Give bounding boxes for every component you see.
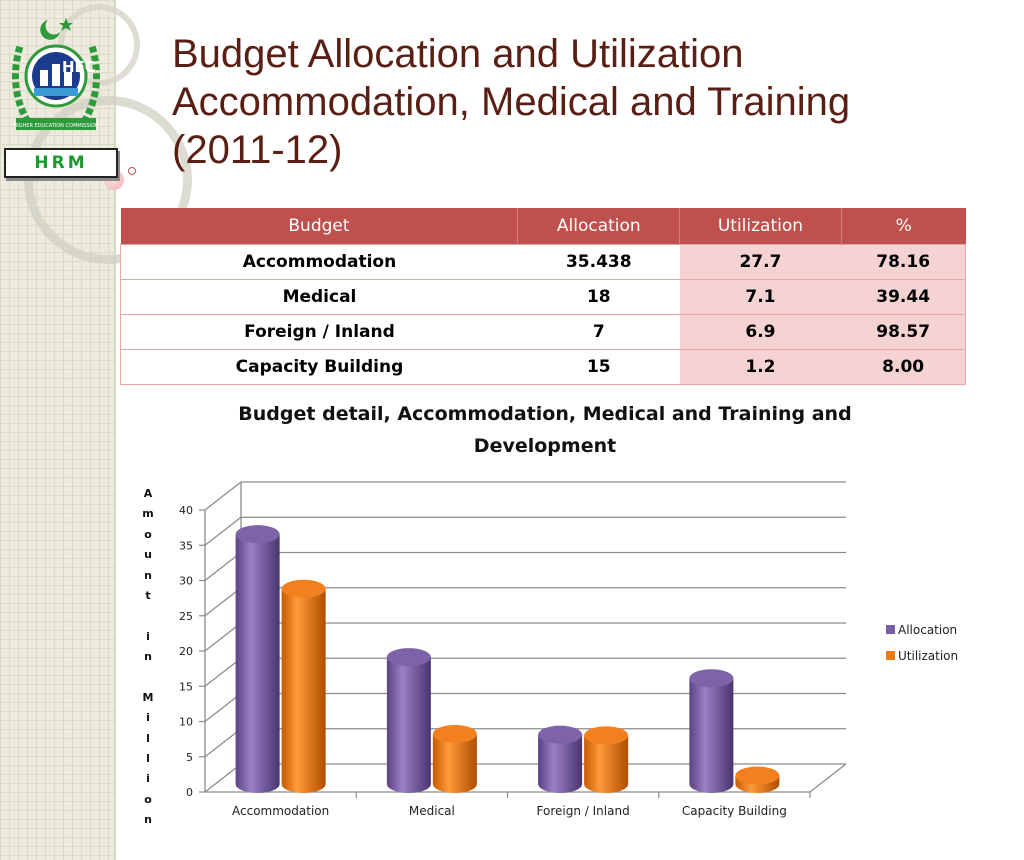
bar-utilization [281,588,326,793]
header-budget: Budget [120,208,519,245]
table-row: Capacity Building 15 1.2 8.00 [119,349,967,385]
y-tick-label: 15 [179,680,193,693]
cell-budget: Foreign / Inland [119,314,518,350]
gridline-side [204,516,242,546]
y-axis-label-char: n [144,813,152,827]
bar-allocation [386,657,431,793]
x-tick-label: Medical [409,804,455,818]
y-tick-label: 5 [186,751,193,764]
gridline-side [204,587,242,617]
decorative-ring [24,96,192,264]
bar-utilization [584,735,629,793]
bar-allocation [235,534,280,793]
gridline-side [204,551,242,582]
chart-title-line-1: Budget detail, Accommodation, Medical an… [238,403,852,425]
y-axis-label-char: M [142,690,154,704]
gridline-side [204,728,242,758]
legend-label-utilization: Utilization [898,649,958,663]
chart-title-line-2: Development [473,435,617,457]
bar-top-allocation [386,648,431,667]
cell-allocation: 7 [517,314,680,350]
header-percent: % [841,208,966,245]
bar-top-utilization [584,726,629,745]
legend-label-allocation: Allocation [898,623,957,637]
logo-text: HEC [62,58,96,76]
bar-top-utilization [281,579,326,598]
gridline-side [204,657,242,687]
cell-percent: 8.00 [841,349,967,385]
bar-top-allocation [689,669,734,688]
cell-percent: 98.57 [841,314,967,350]
table-header-row: Budget Allocation Utilization % [120,208,966,245]
y-tick-label: 40 [179,504,193,517]
x-tick-label: Capacity Building [682,804,787,818]
y-tick-label: 20 [179,645,193,658]
legend-swatch-allocation [886,625,895,634]
chart-title: Budget detail, Accommodation, Medical an… [225,398,865,462]
y-axis-label-char: i [146,711,150,725]
cell-allocation: 18 [517,279,680,315]
gridline-side [204,763,242,793]
gridline-side [204,622,242,652]
cell-utilization: 1.2 [679,349,842,385]
y-tick-label: 10 [179,716,193,729]
x-tick-label: Foreign / Inland [537,804,630,818]
cell-percent: 39.44 [841,279,967,315]
cell-utilization: 27.7 [679,244,842,280]
bar-top-utilization [735,766,780,785]
y-axis-label-char: o [144,527,152,541]
y-tick-label: 35 [179,539,193,552]
budget-table: Budget Allocation Utilization % Accommod… [119,208,967,385]
bar-utilization [432,733,477,793]
cell-percent: 78.16 [841,244,967,280]
y-axis-label-char: i [146,772,150,786]
title-bullet [128,167,136,175]
hrm-badge-text: HRM [34,153,88,173]
slide-title-line-3: (2011-12) [172,128,343,172]
slide-title: Budget Allocation and Utilization Accomm… [172,30,992,174]
cell-budget: Accommodation [119,244,518,280]
bar-top-allocation [538,725,583,744]
y-axis-label-char: t [145,588,151,602]
y-axis-label-char: n [144,650,152,664]
y-axis-label-char: l [146,752,150,766]
y-axis-label-char: i [146,629,150,643]
cell-budget: Capacity Building [119,349,518,385]
legend-swatch-utilization [886,651,895,660]
cell-utilization: 7.1 [679,279,842,315]
y-tick-label: 30 [179,575,193,588]
floor-edge [809,763,847,793]
header-utilization: Utilization [679,208,842,245]
bar-top-allocation [235,525,280,544]
hrm-badge: HRM [4,148,118,178]
bar-top-utilization [432,724,477,743]
bar-allocation [689,678,734,793]
y-tick-label: 0 [186,786,193,799]
table-row: Accommodation 35.438 27.7 78.16 [119,244,967,280]
gridline-side [204,481,242,511]
y-tick-label: 25 [179,610,193,623]
y-axis-label-char: A [143,487,153,500]
y-axis-label-char: n [144,568,152,582]
table-row: Medical 18 7.1 39.44 [119,279,967,315]
cell-utilization: 6.9 [679,314,842,350]
bar-allocation [538,734,583,793]
header-allocation: Allocation [517,208,681,245]
logo-ring-text: HIGHER EDUCATION COMMISSION [13,123,98,129]
slide-title-line-1: Budget Allocation and Utilization [172,32,744,76]
cell-allocation: 35.438 [517,244,680,280]
cell-budget: Medical [119,279,518,315]
y-axis-label-char: l [146,731,150,745]
y-axis-label-char: o [144,792,152,806]
table-row: Foreign / Inland 7 6.9 98.57 [119,314,967,350]
y-axis-label-char: m [142,507,154,521]
hec-logo: HEC HIGHER EDUCATION COMMISSION [6,10,106,140]
cell-allocation: 15 [517,349,680,385]
gridline-side [204,692,242,723]
y-axis-label-char: u [144,548,152,562]
x-tick-label: Accommodation [232,804,329,818]
slide-title-line-2: Accommodation, Medical and Training [172,80,851,124]
